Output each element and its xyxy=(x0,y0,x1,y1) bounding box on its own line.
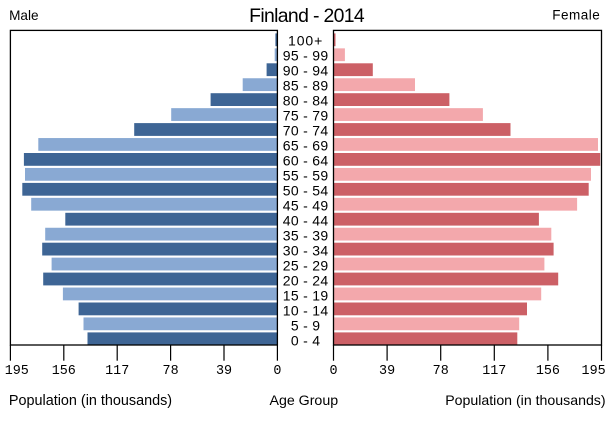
svg-text:40 - 44: 40 - 44 xyxy=(283,213,329,229)
svg-text:78: 78 xyxy=(163,364,179,379)
svg-text:50 - 54: 50 - 54 xyxy=(283,183,329,199)
svg-text:55 - 59: 55 - 59 xyxy=(283,168,329,184)
svg-text:5 - 9: 5 - 9 xyxy=(291,318,321,334)
svg-text:39: 39 xyxy=(216,364,232,379)
svg-text:90 - 94: 90 - 94 xyxy=(283,63,329,79)
svg-text:156: 156 xyxy=(536,364,560,379)
svg-text:35 - 39: 35 - 39 xyxy=(283,228,329,244)
svg-text:Population (in thousands): Population (in thousands) xyxy=(445,392,605,408)
svg-text:117: 117 xyxy=(105,364,129,379)
svg-text:195: 195 xyxy=(582,364,606,379)
svg-text:25 - 29: 25 - 29 xyxy=(283,258,329,274)
svg-text:10 - 14: 10 - 14 xyxy=(283,303,329,319)
svg-text:30 - 34: 30 - 34 xyxy=(283,243,329,259)
svg-text:0: 0 xyxy=(329,364,337,379)
svg-text:Age Group: Age Group xyxy=(269,393,338,409)
svg-text:15 - 19: 15 - 19 xyxy=(283,288,329,304)
svg-text:95 - 99: 95 - 99 xyxy=(283,48,329,64)
svg-text:156: 156 xyxy=(52,364,76,379)
svg-text:117: 117 xyxy=(482,364,506,379)
svg-text:Finland - 2014: Finland - 2014 xyxy=(249,5,365,27)
svg-text:0 - 4: 0 - 4 xyxy=(291,333,321,349)
svg-text:20 - 24: 20 - 24 xyxy=(283,273,329,289)
svg-text:60 - 64: 60 - 64 xyxy=(283,153,329,169)
svg-text:45 - 49: 45 - 49 xyxy=(283,198,329,214)
svg-text:Male: Male xyxy=(9,8,38,23)
svg-text:70 - 74: 70 - 74 xyxy=(283,123,329,139)
svg-text:Population (in thousands): Population (in thousands) xyxy=(9,393,172,409)
svg-text:Female: Female xyxy=(552,8,600,23)
svg-text:0: 0 xyxy=(273,364,281,379)
svg-text:75 - 79: 75 - 79 xyxy=(283,108,329,124)
svg-text:195: 195 xyxy=(5,364,29,379)
svg-text:39: 39 xyxy=(379,364,395,379)
svg-text:78: 78 xyxy=(433,364,449,379)
svg-text:85 - 89: 85 - 89 xyxy=(283,78,329,94)
svg-text:80 - 84: 80 - 84 xyxy=(283,93,329,109)
svg-text:100+: 100+ xyxy=(288,33,323,49)
svg-text:65 - 69: 65 - 69 xyxy=(283,138,329,154)
